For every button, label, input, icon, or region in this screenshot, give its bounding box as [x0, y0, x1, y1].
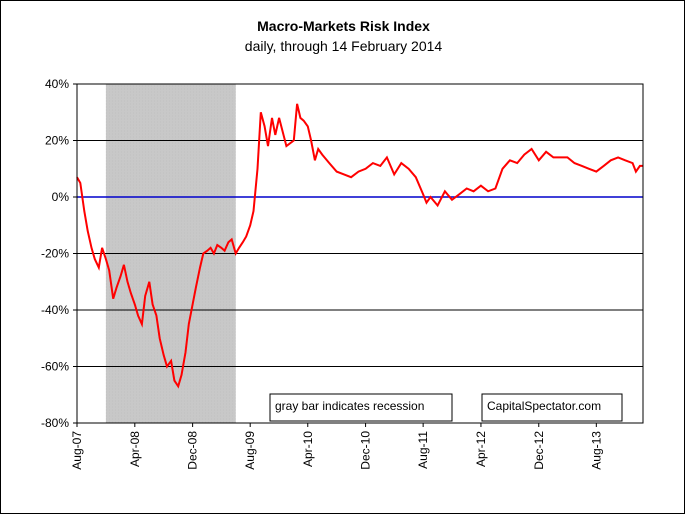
- y-tick-label: -20%: [41, 247, 69, 261]
- y-tick-label: 0%: [52, 190, 70, 204]
- series-line-risk-index: [76, 103, 643, 389]
- chart-subtitle: daily, through 14 February 2014: [244, 38, 443, 54]
- x-axis-ticks: Aug-07 Apr-08 Dec-08 Aug-09 Apr-10 Dec-10 Aug-…: [70, 423, 603, 470]
- y-tick-label: 20%: [45, 134, 69, 148]
- y-tick-label: -40%: [41, 303, 69, 317]
- recession-note-box: [269, 393, 453, 422]
- x-tick-label: Aug-11: [416, 431, 430, 469]
- source-note-box: [481, 393, 623, 422]
- x-tick-label: Dec-08: [186, 431, 200, 470]
- y-tick-label: -80%: [41, 416, 69, 430]
- x-tick-label: Dec-10: [359, 431, 373, 470]
- x-tick-label: Dec-12: [532, 431, 546, 470]
- x-tick-label: Aug-13: [589, 431, 603, 470]
- x-tick-label: Apr-08: [128, 431, 142, 467]
- y-tick-label: 40%: [45, 77, 69, 91]
- annotations: gray bar indicates recession CapitalSpec…: [269, 393, 623, 422]
- y-axis-ticks: 40% 20% 0% -20% -40% -60% -80%: [41, 77, 77, 430]
- x-tick-label: Apr-10: [301, 431, 315, 467]
- y-tick-label: -60%: [41, 360, 69, 374]
- x-tick-label: Apr-12: [474, 431, 488, 467]
- source-note: CapitalSpectator.com: [487, 399, 601, 413]
- recession-note: gray bar indicates recession: [275, 399, 424, 413]
- chart-title: Macro-Markets Risk Index: [257, 18, 430, 34]
- x-tick-label: Aug-09: [243, 431, 257, 470]
- x-tick-label: Aug-07: [70, 431, 84, 470]
